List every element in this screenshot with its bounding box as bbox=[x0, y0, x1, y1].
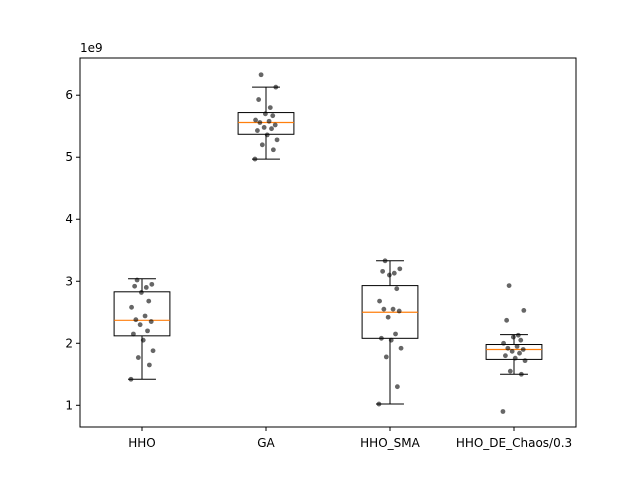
y-tick-label: 5 bbox=[65, 150, 73, 164]
data-point bbox=[146, 362, 152, 368]
data-point bbox=[385, 314, 391, 320]
data-point bbox=[386, 272, 392, 278]
data-point bbox=[383, 354, 389, 360]
data-point bbox=[129, 304, 134, 310]
data-point bbox=[252, 156, 258, 162]
x-tick-label: GA bbox=[257, 436, 275, 450]
data-point bbox=[390, 306, 396, 312]
data-point bbox=[500, 409, 506, 414]
data-point bbox=[509, 348, 515, 354]
data-point bbox=[146, 298, 152, 304]
data-point bbox=[264, 132, 270, 138]
data-point bbox=[272, 122, 278, 128]
x-axis: HHO GA HHO_SMA HHO_DE_Chaos/0.3 bbox=[128, 427, 572, 450]
y-axis: 1 2 3 4 5 6 bbox=[65, 88, 80, 412]
data-point bbox=[258, 72, 264, 78]
data-point bbox=[394, 384, 400, 390]
data-point bbox=[132, 283, 138, 289]
data-point bbox=[398, 345, 404, 351]
x-tick-label: HHO_SMA bbox=[360, 436, 420, 450]
data-point bbox=[131, 331, 136, 337]
data-point bbox=[391, 270, 397, 276]
data-point bbox=[270, 147, 276, 153]
data-point bbox=[393, 331, 398, 337]
data-point bbox=[396, 308, 402, 314]
data-point bbox=[388, 337, 394, 343]
data-point bbox=[269, 126, 274, 132]
data-point bbox=[140, 337, 146, 343]
data-point bbox=[510, 334, 516, 340]
data-point bbox=[253, 117, 258, 123]
data-point bbox=[504, 317, 510, 323]
x-tick-label: HHO bbox=[128, 436, 156, 450]
data-point bbox=[521, 308, 527, 313]
data-point bbox=[377, 298, 382, 304]
data-point bbox=[149, 281, 155, 287]
data-point bbox=[255, 128, 260, 133]
x-tick-label: HHO_DE_Chaos/0.3 bbox=[456, 436, 572, 450]
data-point bbox=[380, 268, 386, 274]
data-point bbox=[261, 125, 267, 130]
data-point bbox=[518, 337, 524, 343]
plot-area bbox=[80, 58, 576, 427]
data-point bbox=[520, 347, 526, 352]
data-point bbox=[522, 358, 528, 364]
data-point bbox=[501, 340, 506, 346]
data-point bbox=[517, 350, 522, 356]
data-point bbox=[503, 353, 508, 359]
data-point bbox=[273, 84, 279, 90]
data-point bbox=[266, 118, 272, 124]
data-point bbox=[270, 113, 276, 119]
data-point bbox=[507, 368, 513, 374]
y-tick-label: 3 bbox=[65, 274, 73, 288]
data-point bbox=[128, 376, 134, 382]
data-point bbox=[142, 313, 148, 319]
data-point bbox=[518, 371, 524, 377]
data-point bbox=[514, 343, 520, 349]
data-point bbox=[381, 306, 387, 312]
data-point bbox=[262, 111, 268, 117]
y-tick-label: 4 bbox=[65, 212, 73, 226]
data-point bbox=[138, 290, 144, 295]
points-layer bbox=[128, 72, 528, 414]
y-axis-multiplier: 1e9 bbox=[80, 41, 103, 55]
data-point bbox=[143, 285, 149, 290]
data-point bbox=[376, 401, 382, 407]
data-point bbox=[137, 322, 143, 328]
data-point bbox=[257, 120, 263, 125]
data-point bbox=[145, 328, 150, 334]
data-point bbox=[135, 355, 141, 360]
data-point bbox=[134, 277, 140, 283]
data-point bbox=[133, 317, 139, 323]
data-point bbox=[515, 332, 521, 338]
plot-frame bbox=[79, 57, 577, 428]
data-point bbox=[397, 266, 403, 272]
data-point bbox=[259, 142, 265, 148]
data-point bbox=[512, 355, 518, 361]
y-tick-label: 2 bbox=[65, 336, 73, 350]
y-tick-label: 1 bbox=[65, 398, 73, 412]
data-point bbox=[379, 335, 384, 341]
data-point bbox=[148, 319, 154, 324]
data-point bbox=[267, 105, 273, 111]
data-point bbox=[505, 345, 511, 351]
data-point bbox=[506, 283, 512, 289]
data-point bbox=[394, 286, 400, 292]
data-point bbox=[150, 348, 156, 354]
data-point bbox=[256, 97, 262, 102]
y-tick-label: 6 bbox=[65, 88, 73, 102]
data-point bbox=[382, 258, 388, 264]
data-point bbox=[274, 137, 280, 143]
